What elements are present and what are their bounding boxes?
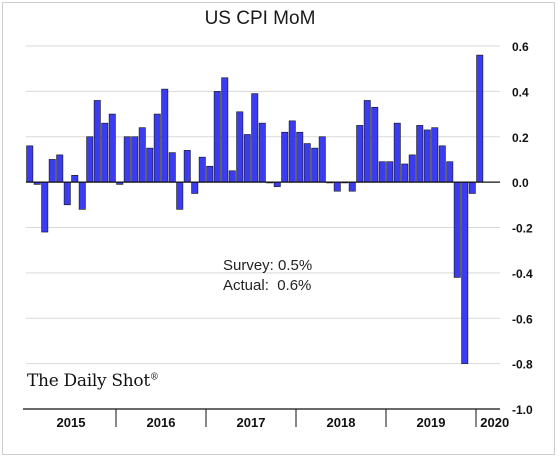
bar bbox=[168, 152, 176, 183]
bar bbox=[438, 145, 446, 183]
bar bbox=[318, 136, 326, 183]
bar bbox=[468, 181, 476, 194]
axes bbox=[23, 181, 500, 410]
watermark-text: The Daily Shot bbox=[27, 371, 150, 391]
bar bbox=[416, 125, 424, 183]
x-year-label: 2020 bbox=[480, 415, 509, 430]
bar bbox=[258, 122, 266, 183]
bar bbox=[176, 181, 184, 210]
bar bbox=[183, 150, 191, 183]
bar bbox=[281, 131, 289, 183]
bar bbox=[348, 181, 356, 192]
y-tick-label: 0.6 bbox=[512, 40, 529, 54]
bar bbox=[401, 163, 409, 183]
bar bbox=[431, 127, 439, 183]
y-tick-label: -1.0 bbox=[512, 403, 533, 417]
bar bbox=[461, 181, 469, 364]
bar bbox=[161, 88, 169, 183]
bar bbox=[198, 156, 206, 183]
bar bbox=[138, 127, 146, 183]
bar bbox=[408, 154, 416, 183]
actual-label: Actual: 0.6% bbox=[223, 277, 312, 294]
bar bbox=[63, 181, 71, 206]
watermark-logo: The Daily Shot® bbox=[27, 371, 159, 391]
chart-title: US CPI MoM bbox=[204, 8, 316, 29]
bar bbox=[236, 111, 244, 183]
bar bbox=[206, 165, 214, 183]
x-year-label: 2019 bbox=[417, 415, 446, 430]
x-year-label: 2018 bbox=[327, 415, 356, 430]
y-tick-label: -0.6 bbox=[512, 312, 533, 326]
bar bbox=[378, 161, 386, 183]
bar bbox=[393, 122, 401, 183]
bar bbox=[48, 159, 56, 183]
bar bbox=[191, 181, 199, 194]
bar bbox=[363, 100, 371, 183]
survey-actual-annotation: Survey: 0.5% Actual: 0.6% bbox=[223, 256, 312, 296]
bar bbox=[453, 181, 461, 278]
bar bbox=[311, 147, 319, 183]
y-tick-label: -0.8 bbox=[512, 358, 533, 372]
bar bbox=[56, 154, 64, 183]
bar bbox=[333, 181, 341, 192]
survey-label: Survey: 0.5% bbox=[223, 257, 313, 274]
bar bbox=[288, 120, 296, 183]
bar bbox=[26, 145, 34, 183]
bar bbox=[101, 122, 109, 183]
bar bbox=[131, 136, 139, 183]
bar bbox=[386, 161, 394, 183]
bar bbox=[423, 129, 431, 183]
y-tick-labels: 0.6 0.4 0.2 0.0 -0.2 -0.4 -0.6 -0.8 -1.0 bbox=[512, 40, 533, 417]
bar bbox=[356, 125, 364, 183]
bar bbox=[476, 54, 484, 183]
bar bbox=[93, 100, 101, 183]
bar bbox=[371, 106, 379, 183]
bar bbox=[243, 134, 251, 183]
bar bbox=[153, 113, 161, 183]
bar bbox=[108, 113, 116, 183]
y-tick-label: 0.0 bbox=[512, 176, 529, 190]
bar bbox=[213, 91, 221, 183]
y-tick-label: -0.2 bbox=[512, 222, 533, 236]
bar bbox=[78, 181, 86, 210]
bar bbox=[71, 175, 79, 183]
y-tick-label: -0.4 bbox=[512, 267, 533, 281]
y-tick-label: 0.2 bbox=[512, 131, 529, 145]
registered-mark: ® bbox=[149, 372, 159, 383]
bar bbox=[228, 170, 236, 183]
x-year-label: 2017 bbox=[237, 415, 266, 430]
bar bbox=[146, 147, 154, 183]
bar bbox=[251, 93, 259, 183]
bar bbox=[41, 181, 49, 233]
bar bbox=[273, 181, 281, 187]
x-axis-years: 2015 2016 2017 2018 2019 2020 bbox=[57, 409, 509, 430]
bar bbox=[303, 143, 311, 183]
bar bbox=[86, 136, 94, 183]
grid-lines bbox=[26, 45, 500, 365]
x-year-label: 2016 bbox=[147, 415, 176, 430]
bar bbox=[221, 77, 229, 183]
y-tick-label: 0.4 bbox=[512, 85, 529, 99]
bars bbox=[26, 54, 484, 364]
bar bbox=[446, 161, 454, 183]
x-year-label: 2015 bbox=[57, 415, 86, 430]
bar bbox=[123, 136, 131, 183]
bar bbox=[296, 131, 304, 183]
